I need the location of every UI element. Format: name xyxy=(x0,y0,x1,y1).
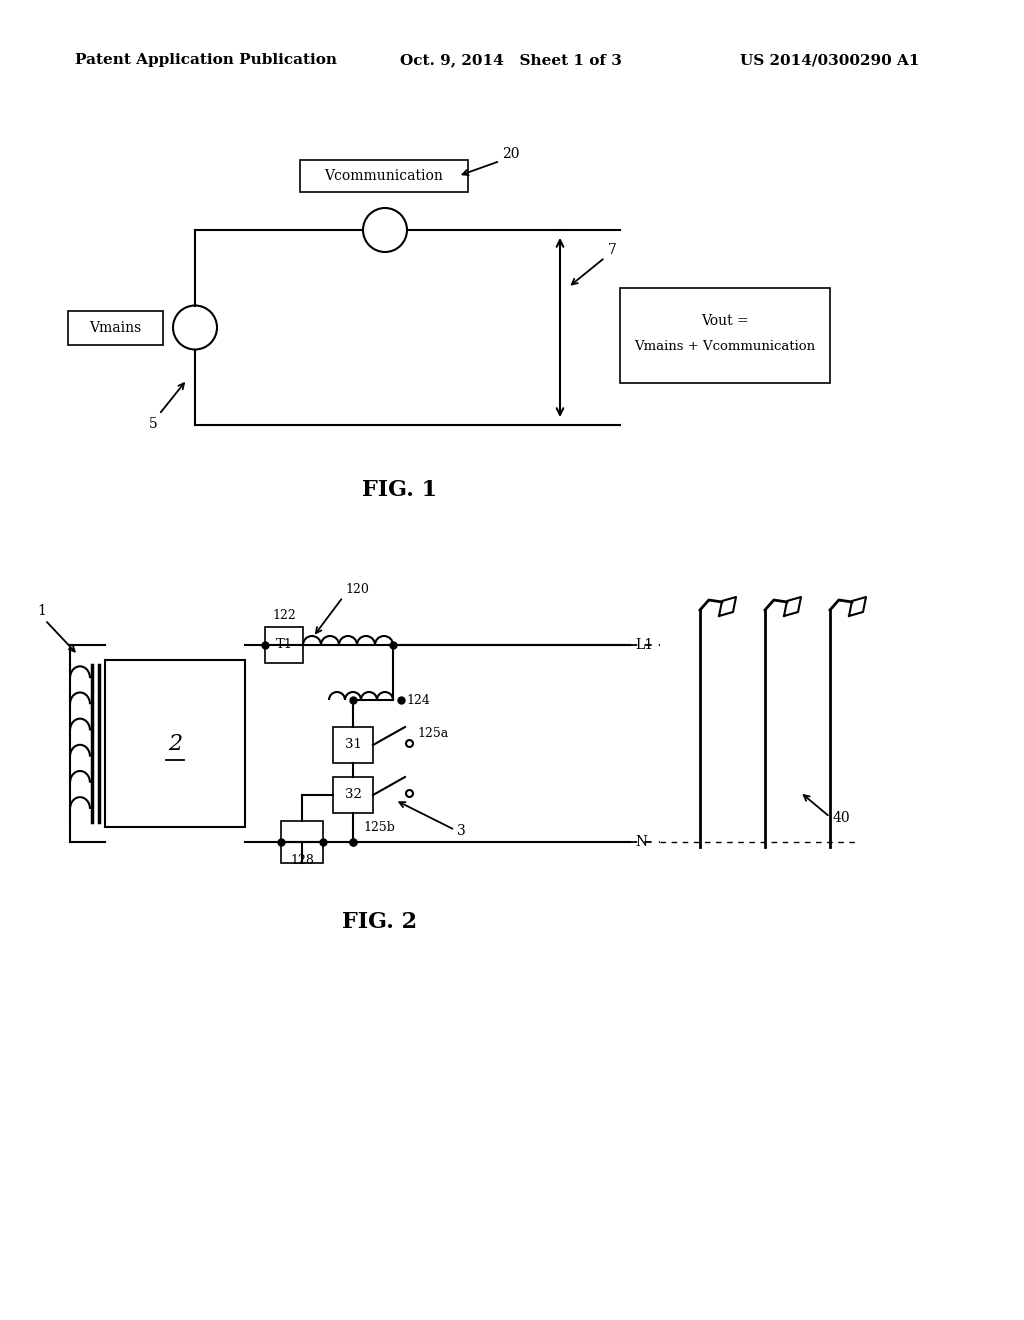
Text: 31: 31 xyxy=(344,738,361,751)
FancyBboxPatch shape xyxy=(333,727,373,763)
Text: 125a: 125a xyxy=(417,727,449,741)
FancyBboxPatch shape xyxy=(105,660,245,828)
Text: US 2014/0300290 A1: US 2014/0300290 A1 xyxy=(740,53,920,67)
FancyBboxPatch shape xyxy=(68,310,163,345)
Text: FIG. 1: FIG. 1 xyxy=(362,479,437,502)
FancyBboxPatch shape xyxy=(620,288,830,383)
Text: Vmains: Vmains xyxy=(89,321,141,334)
FancyBboxPatch shape xyxy=(333,777,373,813)
Text: 124: 124 xyxy=(406,693,430,706)
Text: 7: 7 xyxy=(608,243,616,257)
Text: 32: 32 xyxy=(344,788,361,801)
Text: Vout =: Vout = xyxy=(701,314,749,327)
Text: L1: L1 xyxy=(635,638,653,652)
Text: Vcommunication: Vcommunication xyxy=(325,169,443,183)
Text: 128: 128 xyxy=(290,854,314,867)
Text: 122: 122 xyxy=(272,609,296,622)
Text: 2: 2 xyxy=(168,733,182,755)
Text: 20: 20 xyxy=(502,147,519,161)
Text: 120: 120 xyxy=(345,583,369,597)
Text: Vmains + Vcommunication: Vmains + Vcommunication xyxy=(635,341,815,354)
Text: Oct. 9, 2014   Sheet 1 of 3: Oct. 9, 2014 Sheet 1 of 3 xyxy=(400,53,622,67)
Text: 125b: 125b xyxy=(362,821,395,834)
Text: Patent Application Publication: Patent Application Publication xyxy=(75,53,337,67)
Text: 3: 3 xyxy=(457,824,466,838)
Text: 5: 5 xyxy=(150,417,158,430)
Text: 1: 1 xyxy=(37,605,46,618)
Text: T1: T1 xyxy=(275,639,293,652)
FancyBboxPatch shape xyxy=(300,160,468,191)
Text: FIG. 2: FIG. 2 xyxy=(342,911,418,933)
FancyBboxPatch shape xyxy=(265,627,303,663)
Text: 40: 40 xyxy=(833,810,851,825)
FancyBboxPatch shape xyxy=(281,821,323,863)
Text: N: N xyxy=(635,836,647,849)
